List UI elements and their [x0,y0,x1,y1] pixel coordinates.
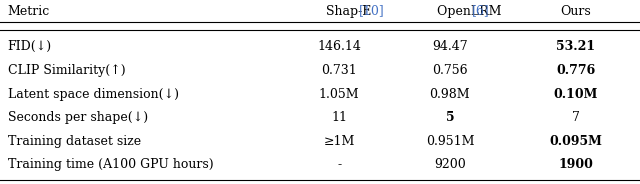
Text: Latent space dimension(↓): Latent space dimension(↓) [8,88,179,100]
Text: 5: 5 [445,111,454,124]
Text: 1900: 1900 [559,158,593,171]
Text: 53.21: 53.21 [556,40,596,53]
Text: 9200: 9200 [434,158,466,171]
Text: 146.14: 146.14 [317,40,361,53]
Text: -: - [337,158,341,171]
Text: 0.951M: 0.951M [426,135,474,148]
Text: 11: 11 [332,111,348,124]
Text: CLIP Similarity(↑): CLIP Similarity(↑) [8,64,125,77]
Text: Metric: Metric [8,5,50,17]
Text: [10]: [10] [358,5,384,17]
Text: OpenLRM: OpenLRM [437,5,504,17]
Text: Ours: Ours [561,5,591,17]
Text: Training dataset size: Training dataset size [8,135,141,148]
Text: FID(↓): FID(↓) [8,40,52,53]
Text: 0.756: 0.756 [432,64,468,77]
Text: 0.98M: 0.98M [429,88,470,100]
Text: Training time (A100 GPU hours): Training time (A100 GPU hours) [8,158,213,171]
Text: [6]: [6] [472,5,490,17]
Text: Shap-E: Shap-E [326,5,374,17]
Text: ≥1M: ≥1M [323,135,355,148]
Text: 7: 7 [572,111,580,124]
Text: 0.10M: 0.10M [554,88,598,100]
Text: 0.731: 0.731 [321,64,357,77]
Text: Seconds per shape(↓): Seconds per shape(↓) [8,111,148,124]
Text: 1.05M: 1.05M [319,88,360,100]
Text: 0.776: 0.776 [556,64,596,77]
Text: 94.47: 94.47 [432,40,468,53]
Text: 0.095M: 0.095M [550,135,602,148]
